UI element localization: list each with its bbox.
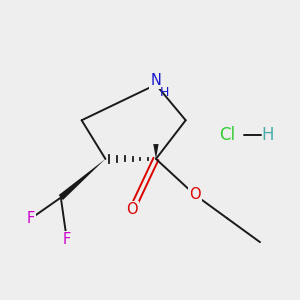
Polygon shape [153,144,159,159]
Text: O: O [126,202,138,217]
Text: H: H [261,126,274,144]
Text: F: F [63,232,71,247]
Polygon shape [59,159,105,200]
Text: Cl: Cl [219,126,235,144]
Text: N: N [151,73,161,88]
Text: O: O [189,187,200,202]
Text: H: H [160,86,169,99]
Text: F: F [27,211,35,226]
